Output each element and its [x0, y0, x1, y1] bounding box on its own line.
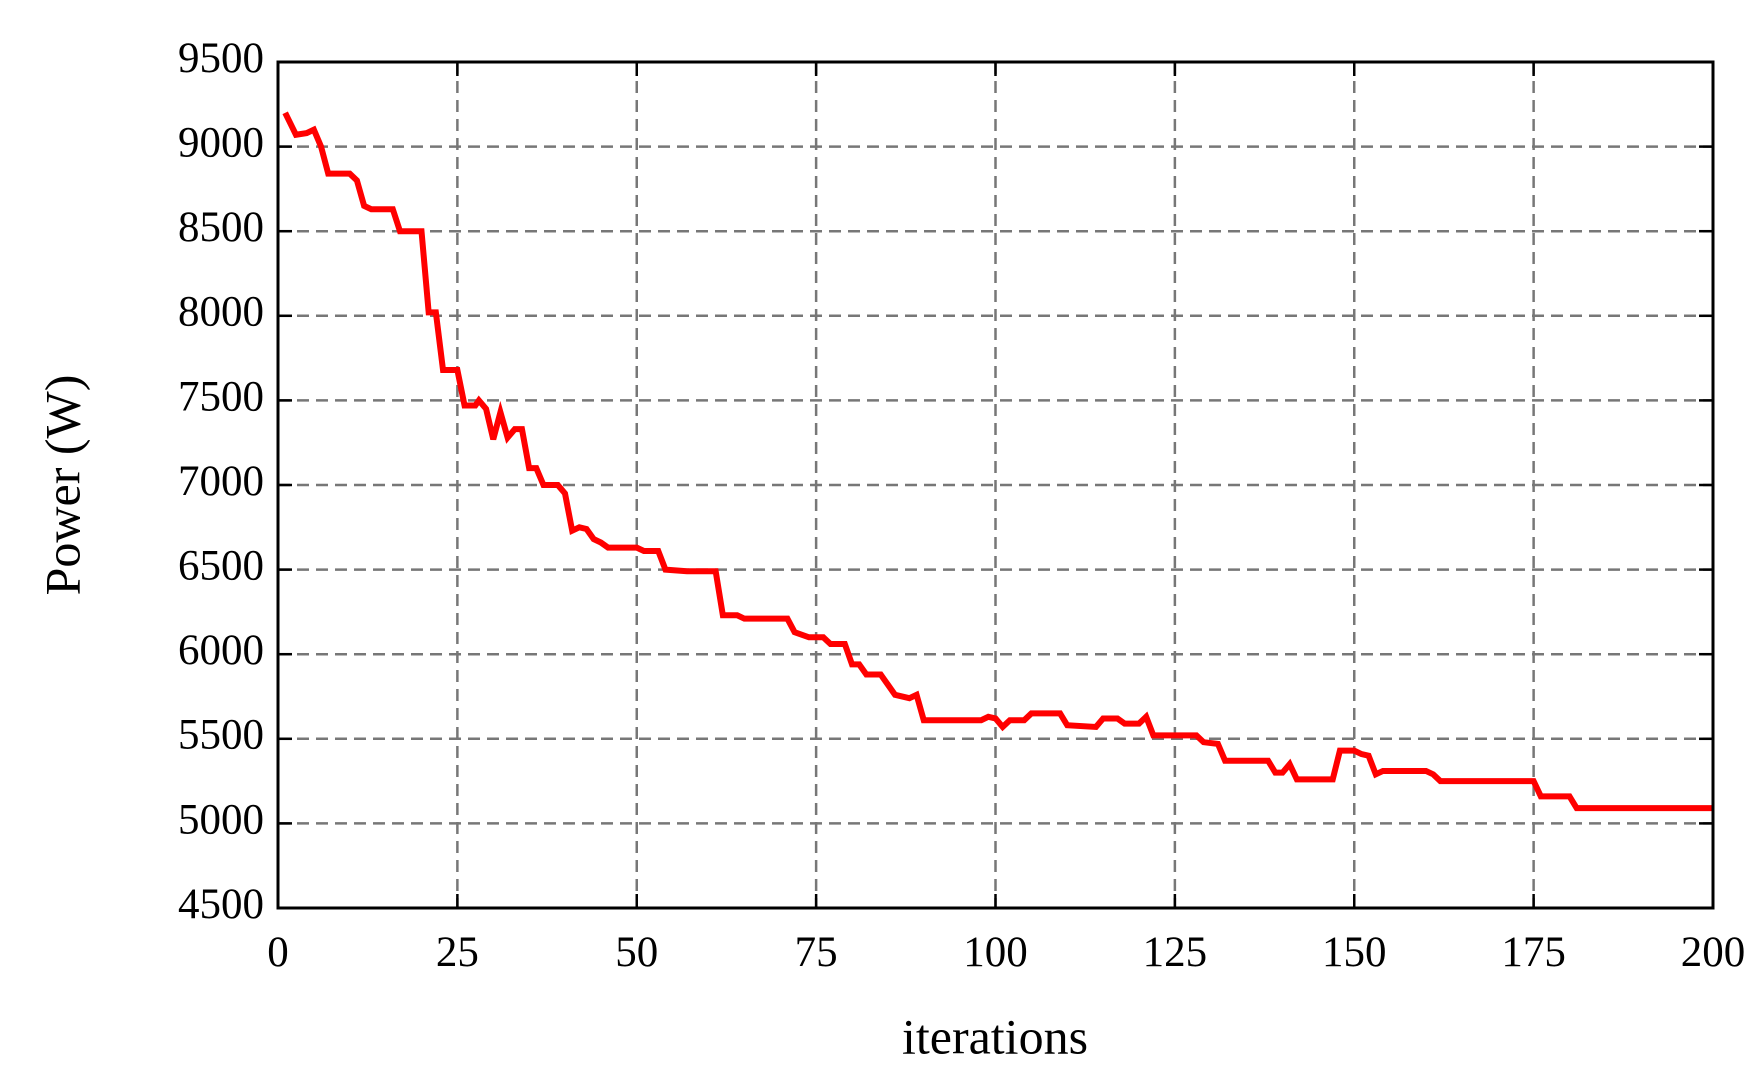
y-tick-label: 8000: [178, 289, 264, 336]
x-tick-label: 25: [436, 929, 479, 976]
y-tick-label: 4500: [178, 881, 264, 928]
y-tick-label: 7500: [178, 373, 264, 420]
y-tick-label: 9500: [178, 35, 264, 82]
x-tick-label: 50: [615, 929, 658, 976]
y-tick-label: 9000: [178, 119, 264, 166]
x-tick-label: 200: [1681, 929, 1746, 976]
x-tick-label: 125: [1143, 929, 1208, 976]
y-tick-label: 6500: [178, 542, 264, 589]
y-tick-label: 5000: [178, 796, 264, 843]
y-tick-label: 8500: [178, 204, 264, 251]
x-tick-label: 175: [1501, 929, 1566, 976]
x-tick-label: 0: [267, 929, 289, 976]
plot-frame: [276, 60, 1715, 910]
y-tick-label: 6000: [178, 627, 264, 674]
y-tick-label: 7000: [178, 458, 264, 505]
x-tick-label: 150: [1322, 929, 1387, 976]
x-tick-label: 75: [795, 929, 838, 976]
y-axis-label: Power (W): [34, 375, 90, 596]
x-axis-label: iterations: [902, 1008, 1088, 1064]
x-tick-label: 100: [963, 929, 1028, 976]
y-tick-label: 5500: [178, 712, 264, 759]
data-line: [282, 111, 1713, 812]
